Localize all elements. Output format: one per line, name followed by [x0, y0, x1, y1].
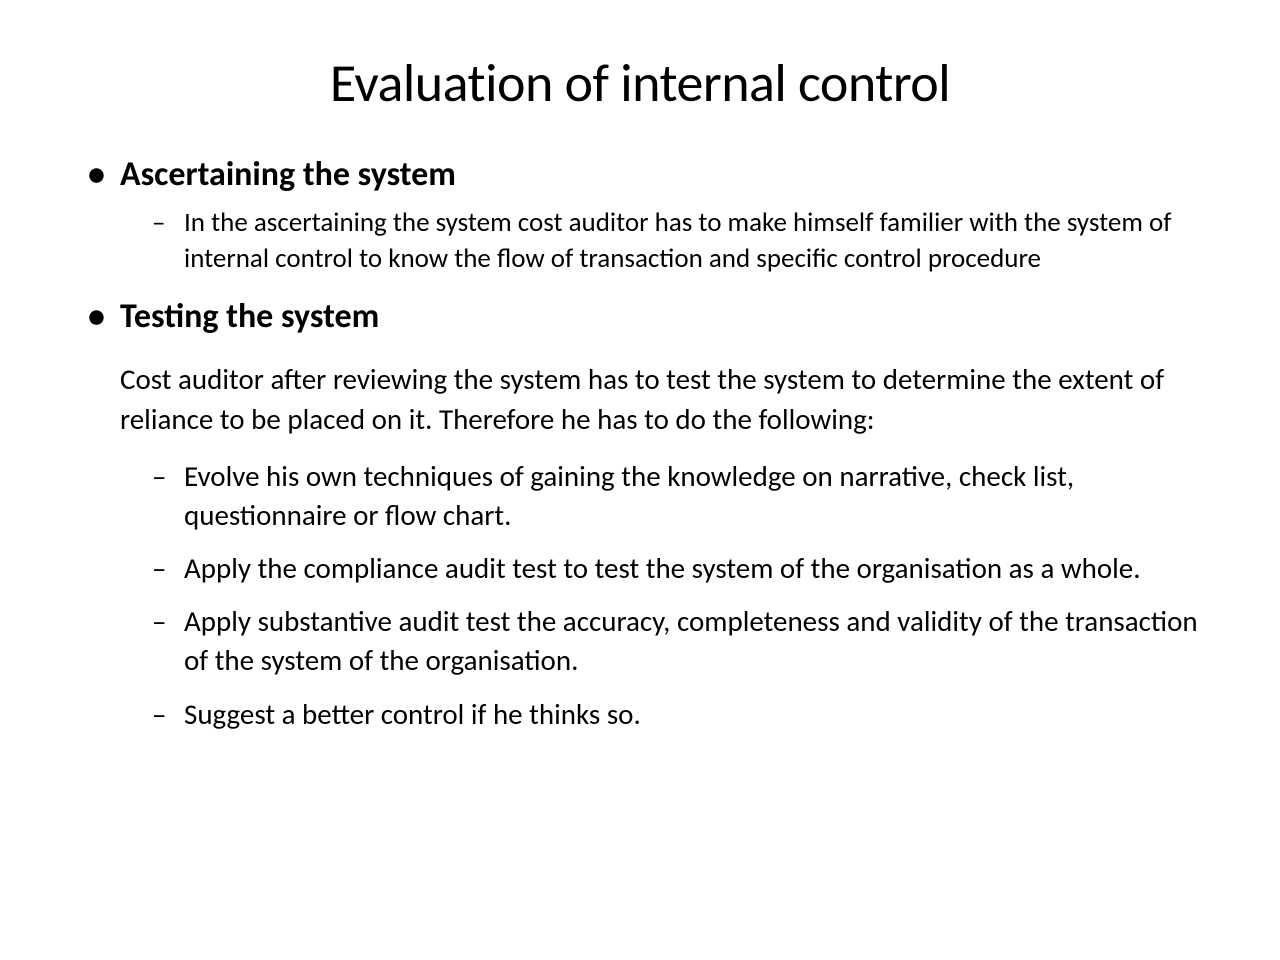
section-2-sub-4: Suggest a better control if he thinks so… — [152, 695, 1220, 734]
section-1-sub-1: In the ascertaining the system cost audi… — [152, 205, 1220, 278]
slide-title: Evaluation of internal control — [60, 50, 1220, 116]
section-heading-2: Testing the system — [88, 296, 1220, 337]
section-2-body: Cost auditor after reviewing the system … — [120, 359, 1200, 439]
section-2-sub-1: Evolve his own techniques of gaining the… — [152, 457, 1220, 535]
section-2-sub-2: Apply the compliance audit test to test … — [152, 549, 1220, 588]
section-heading-1: Ascertaining the system — [88, 154, 1220, 195]
section-2-sub-3: Apply substantive audit test the accurac… — [152, 602, 1220, 680]
